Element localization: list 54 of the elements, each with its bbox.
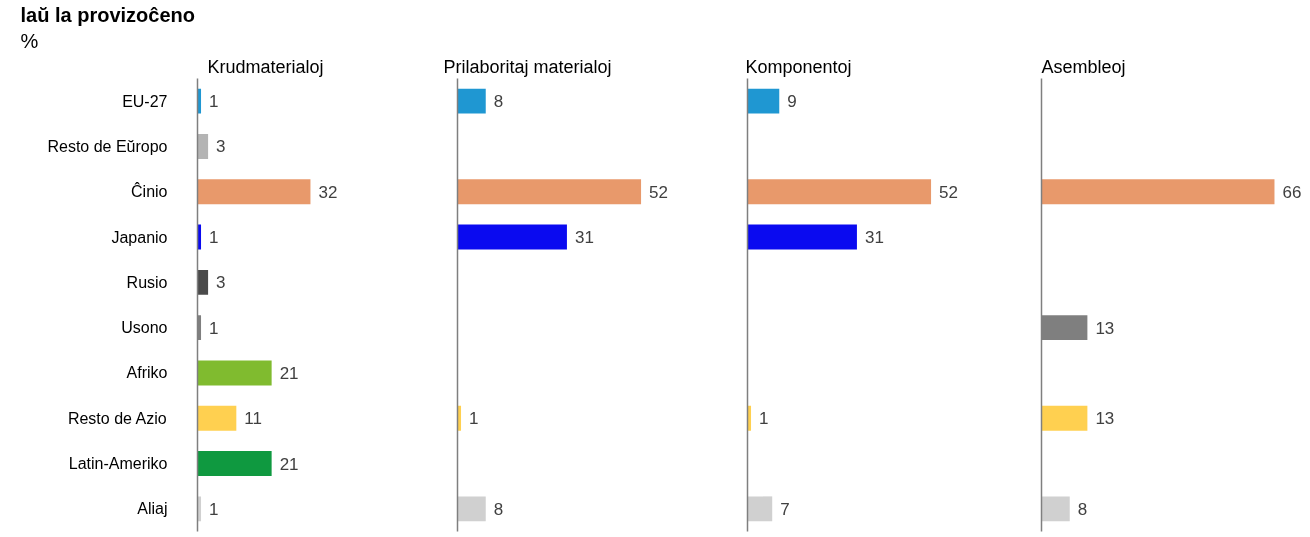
data-label: 52	[939, 182, 958, 202]
bar	[197, 360, 272, 386]
data-label: 31	[864, 228, 884, 248]
y-tick-label: Resto de Eŭropo	[47, 137, 168, 155]
data-label: 3	[216, 137, 226, 157]
y-tick-label: Ĉinio	[131, 182, 168, 201]
chart-title: Komponentoj	[745, 56, 852, 77]
bar	[747, 179, 932, 205]
data-label: 3	[216, 273, 226, 293]
bar	[457, 88, 486, 114]
data-label: 8	[493, 499, 504, 519]
y-tick-label: Resto de Azio	[67, 409, 167, 427]
bar	[197, 269, 209, 295]
data-label: 1	[209, 228, 219, 248]
bar	[457, 224, 567, 250]
data-label: 21	[279, 363, 299, 383]
text: laŭ la provizoĉeno	[20, 3, 195, 26]
bar	[457, 496, 486, 522]
data-label: 1	[209, 92, 219, 112]
bar	[457, 179, 642, 205]
text: %	[20, 29, 39, 52]
data-label: 1	[759, 409, 769, 429]
chart-title: Prilaboritaj materialoj	[443, 56, 612, 77]
bar	[747, 224, 857, 250]
chart-title: Asembleoj	[1041, 56, 1126, 77]
chart-title: Krudmaterialoj	[207, 56, 324, 77]
data-label: 9	[787, 92, 797, 112]
data-label: 1	[209, 499, 219, 519]
bar	[197, 133, 209, 159]
bar	[197, 451, 272, 477]
y-tick-label: Afriko	[126, 364, 168, 382]
y-tick-label: Rusio	[126, 273, 168, 291]
data-label: 13	[1095, 318, 1115, 338]
data-label: 31	[574, 228, 594, 248]
bar	[747, 496, 773, 522]
data-label: 11	[244, 409, 262, 429]
data-label: 21	[279, 454, 299, 474]
data-label: 32	[318, 182, 338, 202]
y-tick-label: Latin-Ameriko	[68, 455, 168, 473]
data-label: 52	[649, 182, 668, 202]
data-label: 1	[209, 318, 219, 338]
data-label: 8	[493, 92, 504, 112]
bar	[197, 405, 237, 431]
data-label: 7	[780, 499, 790, 519]
data-label: 66	[1282, 182, 1302, 202]
data-label: 13	[1095, 409, 1115, 429]
y-tick-label: EU-27	[122, 92, 168, 110]
data-label: 8	[1077, 499, 1088, 519]
bar	[197, 179, 311, 205]
y-tick-label: Japanio	[111, 228, 168, 246]
bar	[747, 88, 780, 114]
y-tick-label: Aliaj	[137, 500, 168, 518]
data-label: 1	[469, 409, 479, 429]
y-tick-label: Usono	[121, 319, 168, 337]
